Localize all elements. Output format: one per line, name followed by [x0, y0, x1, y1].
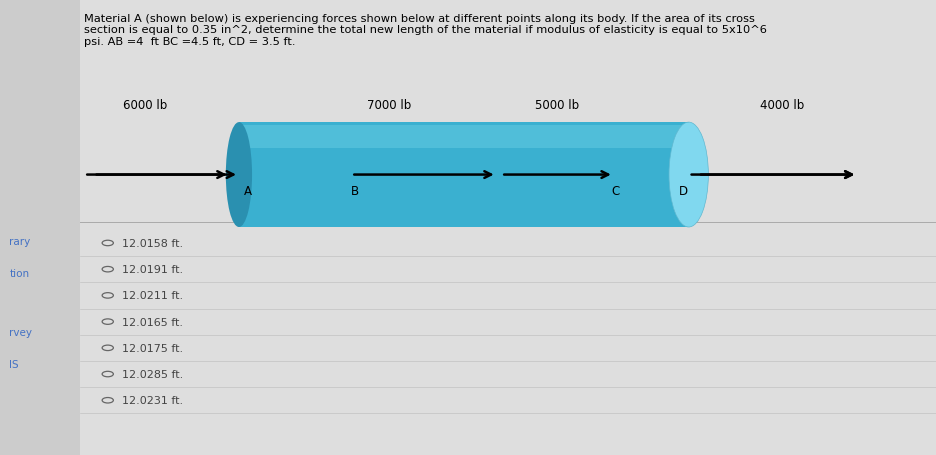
Text: IS: IS	[9, 359, 19, 369]
Text: 7000 lb: 7000 lb	[366, 98, 411, 111]
Text: 12.0158 ft.: 12.0158 ft.	[122, 238, 183, 248]
Bar	[239, 123, 688, 228]
Text: 12.0175 ft.: 12.0175 ft.	[122, 343, 183, 353]
Text: rary: rary	[9, 236, 31, 246]
Text: Material A (shown below) is experiencing forces shown below at different points : Material A (shown below) is experiencing…	[84, 14, 767, 47]
Text: 12.0191 ft.: 12.0191 ft.	[122, 265, 183, 274]
Text: 6000 lb: 6000 lb	[123, 98, 168, 111]
Text: 4000 lb: 4000 lb	[759, 98, 804, 111]
Text: 12.0285 ft.: 12.0285 ft.	[122, 369, 183, 379]
Ellipse shape	[226, 123, 252, 228]
Text: rvey: rvey	[9, 327, 33, 337]
Text: 12.0231 ft.: 12.0231 ft.	[122, 395, 183, 405]
Text: B: B	[351, 184, 359, 197]
FancyBboxPatch shape	[80, 0, 936, 455]
Text: D: D	[679, 184, 688, 197]
Text: 12.0211 ft.: 12.0211 ft.	[122, 291, 183, 301]
Ellipse shape	[668, 123, 708, 228]
Text: C: C	[611, 184, 620, 197]
Text: 5000 lb: 5000 lb	[534, 98, 579, 111]
Text: A: A	[243, 184, 252, 197]
Text: 12.0165 ft.: 12.0165 ft.	[122, 317, 183, 327]
Bar	[239, 126, 688, 149]
Text: tion: tion	[9, 268, 29, 278]
